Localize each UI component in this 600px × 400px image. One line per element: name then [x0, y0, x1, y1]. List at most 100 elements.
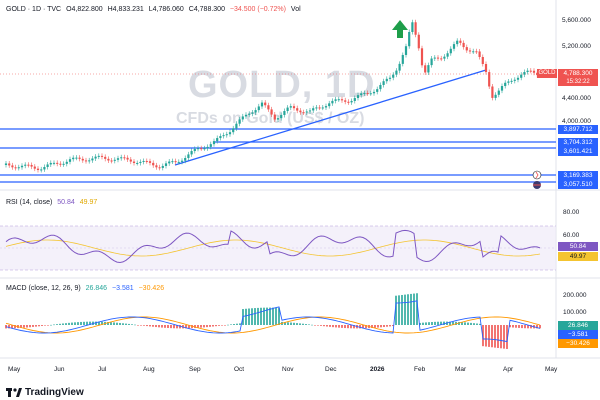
- candle-body: [139, 161, 142, 163]
- candle-body: [228, 132, 232, 135]
- macd-hist-bar: [128, 323, 130, 325]
- macd-hist-bar: [176, 325, 178, 329]
- level-label: 3,704.312: [558, 138, 598, 147]
- macd-tick: 200.000: [563, 292, 587, 299]
- change-value: −34.500 (−0.72%): [229, 6, 286, 13]
- candle-body: [526, 70, 529, 73]
- candle-body: [120, 157, 123, 159]
- macd-line-tag: −3.581: [558, 330, 598, 339]
- macd-line[interactable]: [5, 300, 541, 343]
- macd-hist-bar: [314, 325, 316, 326]
- macd-hist-bar: [323, 325, 325, 327]
- candle-body: [417, 34, 420, 49]
- macd-hist-bar: [125, 323, 127, 325]
- macd-hist-bar: [74, 322, 76, 325]
- macd-hist-bar: [161, 325, 163, 328]
- macd-hist-bar: [296, 323, 298, 325]
- macd-hist-bar: [251, 308, 253, 325]
- macd-hist-bar: [206, 325, 208, 328]
- candle-body: [356, 95, 360, 99]
- candle-body: [401, 54, 404, 64]
- macd-hist-bar: [293, 322, 295, 325]
- level-label: 3,601.421: [558, 147, 598, 156]
- macd-signal-tag: −30.426: [558, 339, 598, 348]
- macd-hist-bar: [59, 323, 61, 325]
- macd-hist-bar: [395, 295, 397, 325]
- candle-body: [43, 167, 46, 170]
- macd-hist-bar: [23, 325, 25, 328]
- candle-body: [318, 107, 321, 109]
- macd-hist-bar: [194, 325, 196, 329]
- time-tick: Feb: [414, 366, 426, 373]
- candle-body: [91, 158, 94, 161]
- macd-hist-bar: [86, 321, 88, 325]
- macd-tick: 100.000: [563, 309, 587, 316]
- candle-body: [302, 112, 305, 114]
- candle-body: [379, 84, 382, 90]
- support-levels[interactable]: [0, 128, 556, 183]
- candle-body: [388, 77, 392, 79]
- candle-body: [168, 161, 171, 164]
- candle-body: [286, 107, 289, 112]
- tradingview-logo[interactable]: TradingView: [6, 387, 84, 398]
- symbol-label[interactable]: GOLD · 1D · TVC: [6, 6, 62, 13]
- candle-body: [251, 112, 254, 114]
- macd-hist-bar: [71, 322, 73, 325]
- candle-body: [24, 164, 27, 166]
- candle-body: [75, 157, 78, 159]
- macd-hist-bar: [80, 321, 82, 325]
- time-tick: Jun: [54, 366, 65, 373]
- candle-body: [200, 148, 203, 150]
- candle-body: [360, 93, 363, 96]
- trend-line[interactable]: [174, 69, 487, 166]
- candle-body: [40, 169, 43, 171]
- candle-body: [113, 159, 116, 161]
- candle-body: [196, 148, 200, 150]
- candle-body: [254, 110, 257, 113]
- macd-hist-tag: 26.846: [558, 321, 598, 330]
- up-arrow-icon[interactable]: [392, 20, 408, 38]
- macd-hist-bar: [56, 324, 58, 325]
- candle-body: [462, 42, 465, 48]
- candle-body: [443, 56, 446, 59]
- macd-hist-bar: [410, 293, 412, 325]
- macd-hist-bar: [8, 325, 10, 329]
- candle-body: [376, 89, 379, 92]
- macd-hist-bar: [44, 325, 46, 326]
- macd-hist-bar: [305, 324, 307, 325]
- macd-hist-bar: [212, 325, 214, 327]
- candle-body: [296, 108, 299, 111]
- macd-signal-value: −30.426: [138, 285, 165, 292]
- candle-body: [420, 48, 424, 66]
- rsi-line[interactable]: [5, 229, 541, 264]
- macd-hist-bar: [338, 325, 340, 328]
- candle-body: [315, 107, 318, 109]
- macd-hist-bar: [149, 325, 151, 327]
- rsi-title[interactable]: RSI (14, close): [6, 199, 53, 206]
- candle-body: [305, 111, 308, 113]
- candle-body: [500, 86, 504, 91]
- macd-hist-bar: [173, 325, 175, 329]
- macd-title[interactable]: MACD (close, 12, 26, 9): [6, 285, 81, 292]
- macd-hist-bar: [290, 322, 292, 325]
- candle-body: [484, 64, 488, 73]
- macd-hist-bar: [227, 324, 229, 326]
- candle-body: [280, 114, 283, 119]
- candle-body: [510, 80, 513, 82]
- macd-hist-value: 26.846: [85, 285, 108, 292]
- volume-label[interactable]: Vol: [290, 6, 301, 13]
- macd-hist-bar: [476, 323, 478, 325]
- rsi-ma-tag: 49.97: [558, 252, 598, 261]
- price-tick: 5,600.000: [562, 17, 591, 24]
- candle-body: [36, 168, 40, 170]
- macd-hist-bar: [197, 325, 199, 328]
- macd-hist-bar: [98, 321, 100, 325]
- candle-body: [155, 165, 158, 168]
- macd-hist-bar: [68, 322, 70, 325]
- alert-icon[interactable]: [532, 170, 542, 180]
- macd-signal-line[interactable]: [5, 316, 541, 334]
- candle-body: [398, 63, 401, 71]
- candle-body: [440, 58, 443, 60]
- macd-hist-bar: [479, 323, 481, 325]
